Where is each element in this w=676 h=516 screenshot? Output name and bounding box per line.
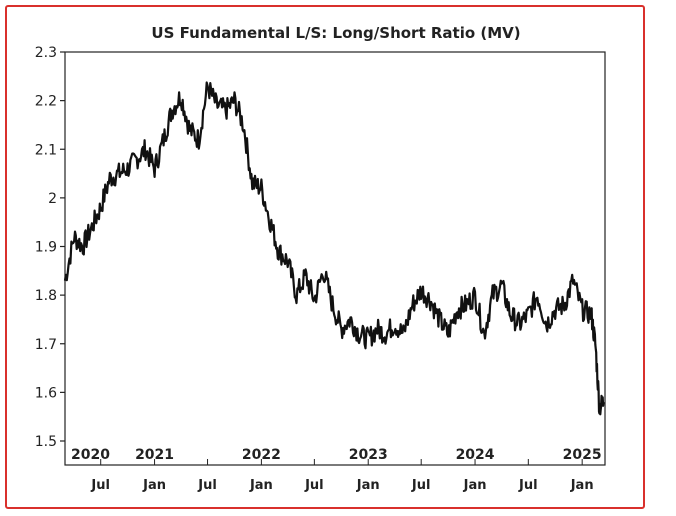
year-label: 2023 [349, 447, 388, 463]
series-line [63, 81, 605, 416]
y-tick-label: 2.1 [35, 142, 57, 158]
y-tick-label: 2.3 [35, 45, 57, 61]
month-label: Jul [90, 478, 110, 493]
month-label: Jan [570, 478, 594, 493]
month-label: Jan [463, 478, 487, 493]
y-tick-label: 2.2 [35, 94, 57, 110]
year-label: 2024 [456, 447, 495, 463]
year-label: 2020 [71, 447, 110, 463]
chart-frame [5, 5, 645, 509]
y-tick-label: 1.8 [35, 288, 57, 304]
year-label: 2025 [563, 447, 602, 463]
month-label: Jan [356, 478, 380, 493]
month-label: Jul [411, 478, 431, 493]
month-label: Jul [304, 478, 324, 493]
year-label: 2022 [242, 447, 281, 463]
plot-area [64, 51, 606, 466]
y-tick-label: 1.6 [35, 385, 57, 401]
year-label: 2021 [135, 447, 174, 463]
x-axis: 2020 2021 2022 2023 2024 2025 Jul Jan Jul Jan Jul J… [71, 447, 602, 493]
series-group [63, 81, 605, 416]
y-tick-label: 2 [48, 191, 57, 207]
y-tick-label: 1.5 [35, 434, 57, 450]
y-axis: 1.5 1.6 1.7 1.8 1.9 2 2.1 2.2 2.3 [35, 45, 65, 450]
month-label: Jan [249, 478, 273, 493]
month-label: Jul [518, 478, 538, 493]
chart-title: US Fundamental L/S: Long/Short Ratio (MV… [151, 24, 520, 42]
month-label: Jan [142, 478, 166, 493]
y-tick-label: 1.7 [35, 337, 57, 353]
y-tick-label: 1.9 [35, 240, 57, 256]
month-label: Jul [197, 478, 217, 493]
